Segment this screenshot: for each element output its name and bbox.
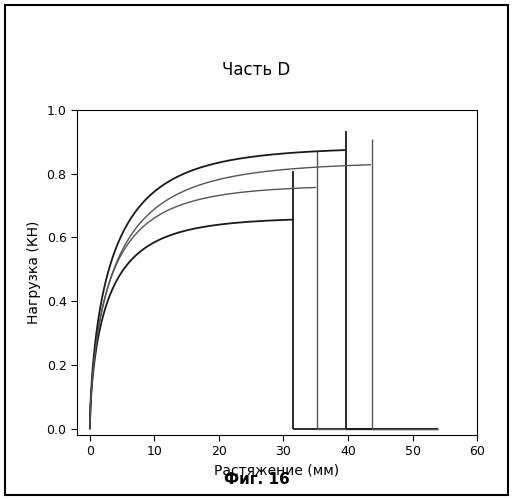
Text: Фиг. 16: Фиг. 16 (224, 472, 289, 488)
Text: Часть D: Часть D (222, 61, 291, 79)
X-axis label: Растяжение (мм): Растяжение (мм) (214, 464, 340, 478)
Y-axis label: Нагрузка (КН): Нагрузка (КН) (27, 221, 41, 324)
